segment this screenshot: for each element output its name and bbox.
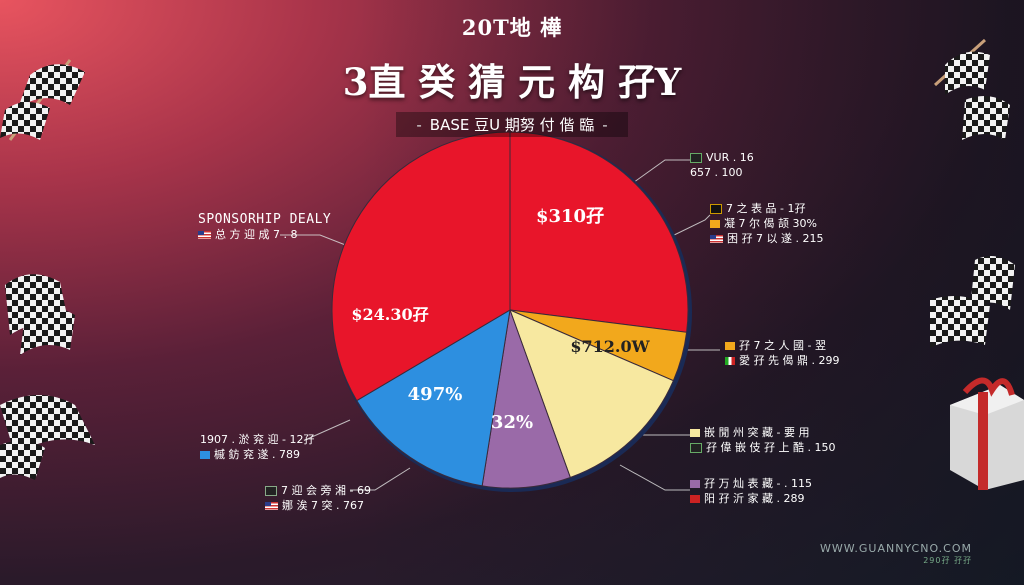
right-callout-1: VUR . 16 657 . 100 [690, 150, 754, 180]
sponsorship-title: SPONSORHIP DEALY [198, 212, 332, 227]
purple-swatch [690, 479, 700, 488]
italy-flag-icon [725, 356, 735, 365]
left-callout-3-line2: 娜 涘 7 突 . 767 [282, 499, 364, 512]
orange-swatch [725, 341, 735, 350]
checkered-flag-icon [0, 59, 85, 141]
chart-title: 3直 癸 猜 元 构 孖Y [342, 60, 682, 104]
right-callout-2-line3: 困 孖 7 以 遂 . 215 [727, 232, 824, 245]
gift-box-icon [950, 377, 1024, 490]
flag-icon [690, 152, 702, 163]
watermark-text: WWW.GUANNYCNO.COM [820, 542, 972, 555]
slice-label-7120: $712.0W [570, 337, 650, 356]
checkered-flag-icon [933, 38, 1010, 140]
left-callout-3-line1: 7 迎 会 旁 湘 - 69 [281, 484, 371, 497]
cream-swatch [690, 428, 700, 437]
right-callout-2-line2: 凝 7 尔 偈 颉 30% [724, 217, 817, 230]
right-callout-5-line2: 阳 孖 沂 家 藏 . 289 [704, 492, 805, 505]
year-heading: 20T地 樺 [461, 15, 563, 40]
slice-label-310: $310孖 [536, 206, 604, 227]
right-callout-3-line1: 孖 7 之 人 國 - 翌 [739, 339, 826, 352]
title-block: 20T地 樺 3直 癸 猜 元 构 孖Y - BASE 豆U 期努 付 偕 臨- [0, 12, 1024, 137]
flag-icon [690, 442, 702, 453]
us-flag-icon [198, 230, 211, 239]
watermark-sub: 290孖 孖孖 [923, 556, 972, 565]
right-callout-4: 嵌 閒 州 突 藏 - 要 用 孖 偉 嵌 伎 孖 上 酷 . 150 [690, 425, 835, 455]
checkered-flag-icon [0, 395, 95, 480]
subtitle-text: 豆U 期努 付 偕 臨 [474, 116, 595, 134]
right-callout-3-line2: 愛 孖 先 偈 鼎 . 299 [739, 354, 840, 367]
us-flag-icon [265, 501, 278, 510]
left-callout-2: 1907 . 淤 兖 迎 - 12孖 槭 鈁 兖 遂 . 789 [200, 432, 314, 462]
slice-label-32pct: 32% [491, 412, 533, 433]
orange-swatch [710, 219, 720, 228]
left-callout-2-line2: 槭 鈁 兖 遂 . 789 [214, 448, 300, 461]
blue-swatch [200, 450, 210, 459]
pie-slice-3 [481, 309, 571, 489]
right-callout-1-line1: VUR . 16 [706, 151, 754, 164]
right-callout-3: 孖 7 之 人 國 - 翌 愛 孖 先 偈 鼎 . 299 [725, 338, 839, 368]
pie-chart [331, 131, 689, 489]
pie-slice-2 [509, 309, 675, 479]
right-callout-1-line2: 657 . 100 [690, 166, 743, 179]
checkered-flag-icon [930, 256, 1015, 348]
left-callout-2-line1: 1907 . 淤 兖 迎 - 12孖 [200, 433, 315, 446]
right-callout-4-line2: 孖 偉 嵌 伎 孖 上 酷 . 150 [706, 441, 836, 454]
slice-label-2430: $24.30孖 [351, 305, 428, 324]
checkered-flag-icon [5, 274, 75, 355]
right-callout-2: 7 之 表 品 - 1孖 凝 7 尔 偈 颉 30% 困 孖 7 以 遂 . 2… [710, 201, 823, 246]
left-callout-3: 7 迎 会 旁 湘 - 69 娜 涘 7 突 . 767 [265, 483, 371, 513]
pie-slice-4 [356, 309, 511, 487]
watermark: WWW.GUANNYCNO.COM 290孖 孖孖 [820, 543, 972, 567]
slice-label-497pct: 497% [408, 384, 463, 405]
subtitle-bar: - BASE 豆U 期努 付 偕 臨- [396, 112, 628, 137]
right-callout-5: 孖 万 灿 表 藏 - . 115 阳 孖 沂 家 藏 . 289 [690, 476, 812, 506]
flag-icon [265, 485, 277, 496]
right-callout-5-line1: 孖 万 灿 表 藏 - . 115 [704, 477, 812, 490]
right-callout-2-line1: 7 之 表 品 - 1孖 [726, 202, 806, 215]
pie-slice-5 [331, 131, 511, 402]
pie-slice-0 [509, 131, 689, 333]
sponsorship-callout: SPONSORHIP DEALY 总 方 迎 成 7 . 8 [198, 212, 331, 242]
flag-icon [710, 203, 722, 214]
right-callout-4-line1: 嵌 閒 州 突 藏 - 要 用 [704, 426, 810, 439]
flag-icon [690, 494, 700, 503]
sponsorship-row: 总 方 迎 成 7 . 8 [215, 228, 298, 241]
subtitle-prefix: BASE [429, 116, 470, 134]
us-flag-icon [710, 234, 723, 243]
